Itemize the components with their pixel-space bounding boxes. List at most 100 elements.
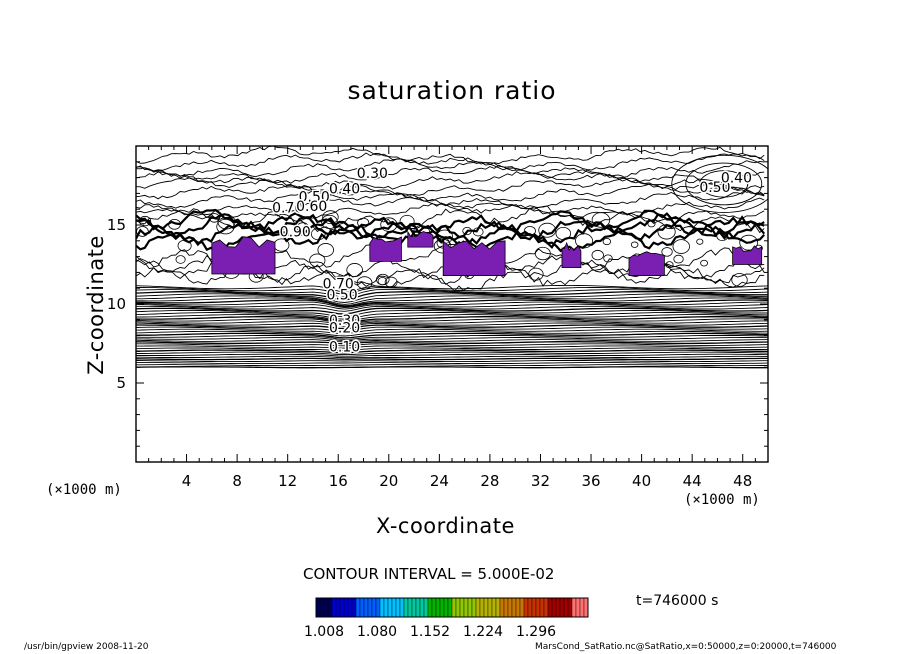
contour-line (136, 328, 768, 335)
colorbar-cell (323, 597, 329, 618)
contour-line (136, 158, 765, 179)
colorbar-cell (511, 597, 517, 618)
contour-line (136, 339, 768, 343)
contour-line (136, 349, 768, 354)
contour-line (136, 343, 768, 347)
contour-blob (672, 239, 690, 254)
contour-line (136, 314, 768, 322)
footer-left: /usr/bin/gpview 2008-11-20 (24, 642, 149, 652)
contour-blob (357, 217, 370, 228)
colorbar-cell (527, 597, 533, 618)
contour-blob (591, 212, 611, 228)
colorbar-frame (315, 597, 589, 618)
colorbar-cell (451, 597, 457, 618)
time-label: t=746000 s (636, 593, 719, 609)
x-tick-label: 12 (278, 472, 297, 490)
contour-blob (685, 162, 763, 206)
contour-blob (317, 243, 334, 257)
contour-blob (657, 224, 676, 240)
contour-line (136, 196, 765, 216)
colorbar-tick-label: 1.080 (357, 624, 397, 640)
contour-line (136, 366, 768, 369)
contour-line (136, 223, 766, 254)
contour-line (136, 305, 768, 312)
colorbar-cell (367, 597, 373, 618)
colorbar-cell (399, 597, 405, 618)
contour-blob (538, 222, 557, 238)
contour-blob (661, 247, 673, 257)
contour-blob (309, 253, 326, 268)
contour-blob (322, 210, 339, 225)
contour-blob (716, 231, 729, 242)
contour-blob (296, 222, 310, 233)
contour-line (136, 357, 768, 361)
x-tick-label: 36 (581, 472, 600, 490)
colorbar-cell (335, 597, 341, 618)
contour-line (136, 297, 768, 307)
contour-blob (433, 238, 452, 254)
shaded-region (628, 251, 665, 276)
colorbar-tick-label: 1.224 (463, 624, 503, 640)
contour-line (136, 202, 765, 222)
colorbar-cell (523, 597, 529, 618)
colorbar-cell (327, 597, 333, 618)
contour-label: 0.70 (323, 276, 354, 292)
colorbar-cell (495, 597, 501, 618)
contour-lines (136, 146, 768, 369)
contour-line (136, 337, 768, 342)
contour-line (136, 152, 765, 172)
contour-line (136, 309, 768, 318)
colorbar-cell (539, 597, 545, 618)
contour-line (136, 171, 765, 190)
colorbar-cell (423, 597, 429, 618)
colorbar-cell (563, 597, 569, 618)
contour-blob (555, 227, 572, 241)
contour-blob (384, 276, 398, 288)
contour-label: 0.90 (280, 224, 311, 240)
colorbar-cell (571, 597, 577, 618)
colorbar-cell (575, 597, 581, 618)
shaded-region (407, 230, 434, 248)
colorbar-cell (319, 597, 325, 618)
contour-blob (273, 238, 290, 252)
contour-blob (602, 237, 612, 246)
colorbar-cell (475, 597, 481, 618)
contour-line (136, 364, 768, 367)
contour-blob (696, 238, 704, 245)
x-unit-label: (×1000 m) (684, 492, 760, 508)
contour-label: 0.60 (296, 199, 327, 215)
x-tick-label: 4 (182, 472, 192, 490)
contour-line (136, 345, 768, 349)
colorbar-cell (535, 597, 541, 618)
contour-line (136, 324, 768, 330)
shaded-region (442, 240, 506, 276)
contour-line (136, 307, 768, 315)
x-tick-label: 32 (531, 472, 550, 490)
colorbar-cell (379, 597, 385, 618)
contour-blob (346, 263, 363, 277)
contour-labels: 0.300.400.500.700.600.500.400.900.700.50… (271, 164, 754, 357)
contour-line (136, 289, 768, 298)
contour-label: 0.40 (721, 171, 752, 187)
colorbar-cell (507, 597, 513, 618)
colorbar-cell (551, 597, 557, 618)
contour-blob (376, 273, 390, 286)
contour-line (136, 316, 768, 324)
contour-blob (175, 255, 186, 264)
contour-line (136, 177, 765, 196)
contour-blob (472, 227, 484, 237)
colorbar-cell (427, 597, 433, 618)
colorbar-cell (455, 597, 461, 618)
contour-blob (380, 217, 398, 232)
y-unit-label: (×1000 m) (46, 482, 122, 498)
contour-blob (665, 261, 674, 269)
colorbar-cell (375, 597, 381, 618)
colorbar-cell (499, 597, 505, 618)
colorbar-cell (463, 597, 469, 618)
x-tick-label: 48 (733, 472, 752, 490)
contour-label: 0.40 (329, 182, 360, 198)
contour-line (136, 164, 765, 184)
contour-line (136, 322, 768, 327)
colorbar-cell (447, 597, 453, 618)
